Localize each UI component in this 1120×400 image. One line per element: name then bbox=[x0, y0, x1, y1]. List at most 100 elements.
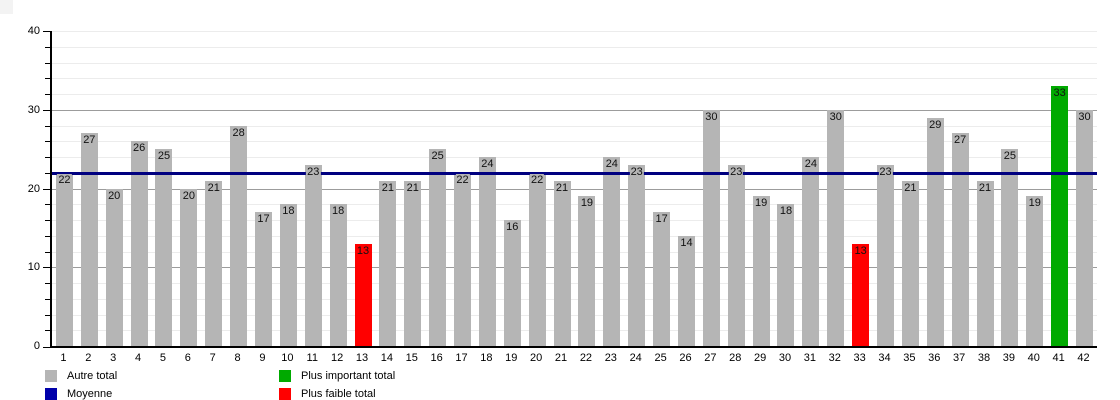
y-tick-12 bbox=[45, 251, 50, 253]
bar-value-label-19: 16 bbox=[505, 221, 520, 234]
bar-3: 20 bbox=[105, 188, 123, 346]
x-axis-label-39: 39 bbox=[1002, 352, 1016, 364]
bar-value-label-32: 30 bbox=[828, 110, 843, 124]
bar-19: 16 bbox=[503, 220, 521, 346]
x-axis-label-28: 28 bbox=[729, 352, 742, 364]
gridline-26 bbox=[52, 141, 1097, 143]
bar-14: 21 bbox=[379, 180, 397, 346]
x-axis-label-19: 19 bbox=[505, 352, 518, 364]
gridline-18 bbox=[52, 204, 1097, 206]
y-tick-40 bbox=[43, 31, 50, 32]
x-axis-label-41: 41 bbox=[1052, 352, 1065, 364]
x-axis-label-5: 5 bbox=[159, 352, 167, 364]
x-axis-label-24: 24 bbox=[629, 352, 642, 364]
bar-5: 25 bbox=[155, 149, 173, 346]
bar-13: 13 bbox=[354, 243, 372, 346]
bar-value-label-9: 17 bbox=[256, 213, 271, 227]
y-tick-20 bbox=[43, 188, 50, 190]
gridline-34 bbox=[52, 78, 1097, 80]
bar-value-label-17: 22 bbox=[455, 173, 470, 187]
x-axis-label-33: 33 bbox=[853, 352, 866, 364]
y-tick-32 bbox=[45, 94, 50, 95]
bar-value-label-4: 26 bbox=[131, 142, 147, 156]
y-tick-28 bbox=[45, 125, 50, 127]
y-tick-6 bbox=[45, 298, 50, 300]
y-tick-8 bbox=[45, 283, 50, 284]
y-tick-14 bbox=[45, 235, 50, 237]
x-axis-label-15: 15 bbox=[405, 352, 418, 364]
y-axis-label-0: 0 bbox=[33, 340, 40, 352]
bar-2: 27 bbox=[80, 133, 98, 346]
bar-value-label-18: 24 bbox=[480, 158, 495, 171]
y-tick-34 bbox=[45, 78, 50, 80]
y-tick-22 bbox=[45, 172, 50, 174]
bar-28: 23 bbox=[727, 164, 745, 346]
bar-value-label-27: 30 bbox=[704, 110, 719, 124]
x-axis-label-10: 10 bbox=[281, 352, 294, 364]
bar-value-label-1: 22 bbox=[57, 173, 72, 187]
bar-25: 17 bbox=[653, 212, 671, 346]
x-axis-label-38: 38 bbox=[977, 352, 991, 364]
bar-value-label-30: 18 bbox=[778, 205, 794, 219]
bar-16: 25 bbox=[429, 149, 447, 346]
y-tick-16 bbox=[45, 220, 50, 221]
x-axis-label-40: 40 bbox=[1027, 352, 1040, 364]
gridline-14 bbox=[52, 235, 1097, 237]
x-axis-label-37: 37 bbox=[953, 352, 966, 364]
x-axis-label-17: 17 bbox=[455, 352, 468, 364]
x-axis-label-30: 30 bbox=[778, 352, 792, 364]
bar-value-label-41: 33 bbox=[1052, 87, 1067, 101]
bar-11: 23 bbox=[304, 164, 322, 346]
x-axis-label-12: 12 bbox=[331, 352, 344, 364]
x-axis-label-2: 2 bbox=[85, 352, 92, 364]
corner-artifact bbox=[0, 0, 13, 14]
bar-value-label-8: 28 bbox=[231, 126, 246, 140]
bar-value-label-21: 21 bbox=[554, 181, 570, 195]
x-axis-label-34: 34 bbox=[878, 352, 891, 364]
y-tick-38 bbox=[45, 46, 50, 48]
bar-27: 30 bbox=[702, 109, 720, 346]
bar-26: 14 bbox=[677, 235, 695, 346]
bar-value-label-42: 30 bbox=[1077, 110, 1092, 124]
bar-40: 19 bbox=[1026, 196, 1044, 346]
bar-value-label-11: 23 bbox=[306, 165, 321, 179]
bar-20: 22 bbox=[528, 172, 546, 346]
legend-label-2: Plus important total bbox=[301, 370, 396, 382]
x-axis-label-8: 8 bbox=[234, 352, 241, 364]
x-axis-label-22: 22 bbox=[579, 352, 593, 364]
bar-value-label-39: 25 bbox=[1002, 150, 1018, 164]
bar-value-label-10: 18 bbox=[281, 205, 296, 219]
y-axis-label-30: 30 bbox=[27, 103, 40, 116]
gridline-38 bbox=[52, 46, 1097, 48]
x-axis-label-35: 35 bbox=[903, 352, 916, 364]
gridline-36 bbox=[52, 62, 1097, 64]
gridline-2 bbox=[52, 330, 1097, 332]
x-axis-label-3: 3 bbox=[110, 352, 117, 364]
bar-12: 18 bbox=[329, 204, 347, 346]
bar-value-label-29: 19 bbox=[753, 197, 769, 211]
bar-value-label-12: 18 bbox=[331, 205, 346, 219]
bar-6: 20 bbox=[180, 188, 198, 346]
x-axis-label-23: 23 bbox=[604, 352, 617, 364]
bar-15: 21 bbox=[404, 180, 422, 346]
legend-label-0: Autre total bbox=[67, 370, 118, 382]
mean-line bbox=[52, 171, 1097, 175]
bar-8: 28 bbox=[230, 125, 248, 346]
bar-31: 24 bbox=[802, 157, 820, 346]
gridline-24 bbox=[52, 157, 1097, 158]
x-axis-label-42: 42 bbox=[1077, 352, 1090, 364]
bar-22: 19 bbox=[578, 196, 596, 346]
y-tick-0 bbox=[43, 347, 50, 348]
bar-value-label-34: 23 bbox=[878, 165, 893, 179]
x-axis-label-36: 36 bbox=[928, 352, 941, 364]
x-axis-label-26: 26 bbox=[679, 352, 692, 364]
bar-value-label-40: 19 bbox=[1027, 197, 1042, 211]
bar-value-label-38: 21 bbox=[977, 181, 993, 195]
bar-17: 22 bbox=[454, 172, 472, 346]
y-tick-24 bbox=[45, 157, 50, 158]
bar-value-label-35: 21 bbox=[903, 181, 918, 195]
bar-value-label-23: 24 bbox=[604, 158, 619, 171]
gridline-8 bbox=[52, 283, 1097, 284]
bar-value-label-20: 22 bbox=[530, 173, 545, 187]
